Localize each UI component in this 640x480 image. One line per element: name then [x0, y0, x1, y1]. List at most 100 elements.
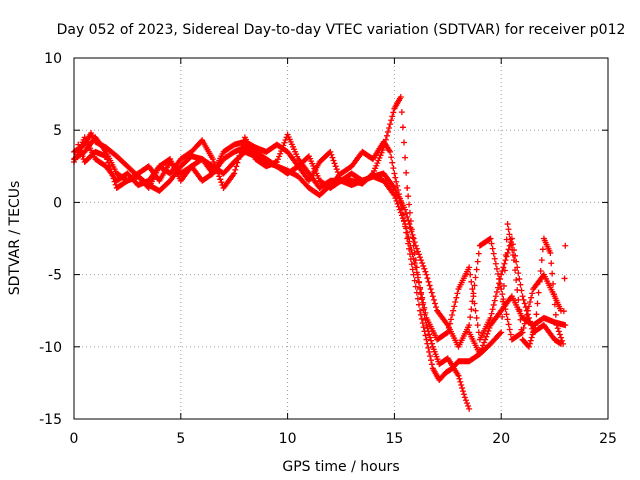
data-point	[279, 145, 286, 152]
data-point	[407, 242, 414, 249]
data-point	[423, 336, 430, 343]
data-point	[402, 154, 409, 161]
data-point	[561, 275, 568, 282]
data-point	[281, 139, 288, 146]
x-tick-label: 20	[492, 431, 510, 447]
data-point	[236, 152, 243, 159]
data-point	[469, 298, 476, 305]
data-point	[403, 169, 410, 176]
data-point	[506, 231, 513, 238]
data-point	[512, 267, 519, 274]
data-point	[217, 176, 224, 183]
data-point	[414, 274, 421, 281]
data-point	[389, 113, 396, 120]
data-point	[523, 312, 530, 319]
data-point	[404, 229, 411, 236]
data-point	[106, 162, 113, 169]
data-point	[108, 169, 115, 176]
data-point	[428, 289, 435, 296]
data-point	[466, 264, 473, 271]
series-5	[466, 221, 569, 358]
data-point	[387, 148, 394, 155]
data-point	[382, 136, 389, 143]
x-tick-label: 0	[70, 431, 79, 447]
data-point	[335, 171, 342, 178]
data-point	[418, 257, 425, 264]
data-point	[502, 252, 509, 259]
data-point	[409, 231, 416, 238]
data-point	[505, 226, 512, 233]
data-point	[422, 309, 429, 316]
data-point	[411, 277, 418, 284]
data-point	[411, 239, 418, 246]
data-point	[418, 289, 425, 296]
data-point	[406, 221, 413, 228]
data-point	[428, 357, 435, 364]
data-point	[475, 250, 482, 257]
data-point	[556, 331, 563, 338]
data-point	[508, 241, 515, 248]
data-point	[77, 147, 84, 154]
data-point	[422, 332, 429, 339]
data-point	[209, 156, 216, 163]
data-point	[510, 252, 517, 259]
data-point	[428, 361, 435, 368]
y-axis-label: SDTVAR / TECUs	[7, 181, 23, 296]
data-point	[482, 336, 489, 343]
data-point	[421, 304, 428, 311]
data-point	[497, 280, 504, 287]
data-point	[558, 334, 565, 341]
data-point	[425, 344, 432, 351]
data-point	[410, 235, 417, 242]
data-point	[105, 159, 112, 166]
data-point	[422, 268, 429, 275]
data-point	[404, 213, 411, 220]
data-point	[392, 174, 399, 181]
data-point	[414, 248, 421, 255]
data-point	[330, 157, 337, 164]
data-point	[480, 342, 487, 349]
data-point	[388, 154, 395, 161]
data-point	[506, 326, 513, 333]
data-point	[531, 325, 538, 332]
data-point	[501, 260, 508, 267]
data-point	[518, 326, 525, 333]
data-point	[517, 281, 524, 288]
data-point	[399, 124, 406, 131]
data-point	[472, 274, 479, 281]
grid	[74, 58, 608, 419]
data-point	[513, 277, 520, 284]
data-point	[390, 109, 397, 116]
data-point	[215, 170, 222, 177]
data-point	[499, 291, 506, 298]
data-point	[498, 329, 505, 336]
data-point	[469, 286, 476, 293]
data-point	[396, 206, 403, 213]
data-point	[489, 245, 496, 252]
data-point	[460, 391, 467, 398]
data-point	[537, 267, 544, 274]
data-point	[490, 250, 497, 257]
data-point	[527, 299, 534, 306]
data-point	[412, 264, 419, 271]
data-point	[109, 172, 116, 179]
y-tick-label: 10	[44, 51, 62, 67]
data-point	[504, 221, 511, 228]
data-point	[500, 264, 507, 271]
data-point	[454, 290, 461, 297]
data-point	[515, 270, 522, 277]
data-point	[550, 291, 557, 298]
data-point	[79, 153, 86, 160]
data-point	[451, 303, 458, 310]
data-point	[462, 397, 469, 404]
data-point	[387, 121, 394, 128]
data-point	[418, 315, 425, 322]
data-point	[280, 142, 287, 149]
data-point	[381, 140, 388, 147]
data-point	[562, 322, 569, 329]
data-point	[516, 306, 523, 313]
data-point	[433, 304, 440, 311]
data-point	[538, 257, 545, 264]
data-point	[530, 328, 537, 335]
data-point	[497, 330, 504, 337]
